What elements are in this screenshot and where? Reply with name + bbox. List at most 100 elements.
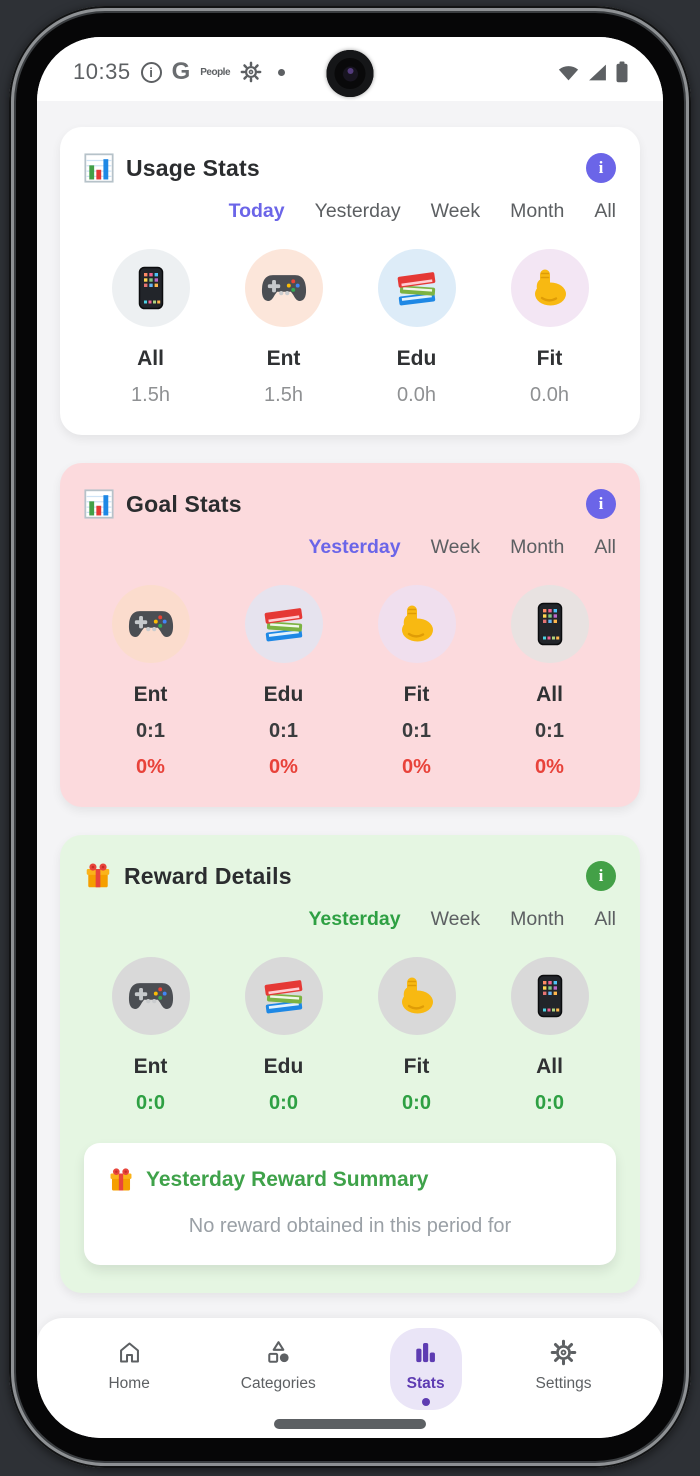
reward-summary-title: Yesterday Reward Summary [146, 1168, 429, 1191]
cellular-signal-icon [587, 63, 608, 82]
usage-stat-all[interactable]: All 1.5h [84, 249, 217, 407]
nav-item-categories[interactable]: Categories [224, 1328, 333, 1410]
stat-percent: 0% [402, 756, 431, 778]
stat-percent: 0% [269, 756, 298, 778]
reward-info-icon[interactable]: i [586, 861, 616, 891]
stat-ratio: 0:1 [402, 720, 431, 742]
home-indicator[interactable] [274, 1419, 426, 1429]
stat-ratio: 0:1 [269, 720, 298, 742]
nav-item-home[interactable]: Home [91, 1328, 166, 1410]
reward-stat-fit[interactable]: Fit 0:0 [350, 957, 483, 1115]
stat-value: 1.5h [264, 384, 303, 406]
stat-label: Ent [266, 347, 301, 370]
flexed-biceps-icon [396, 603, 438, 645]
reward-stat-all[interactable]: All 0:0 [483, 957, 616, 1115]
reward-stat-edu[interactable]: Edu 0:0 [217, 957, 350, 1115]
wifi-icon [557, 63, 580, 82]
goal-stat-ent[interactable]: Ent 0:1 0% [84, 585, 217, 779]
goal-stat-all[interactable]: All 0:1 0% [483, 585, 616, 779]
tab-yesterday[interactable]: Yesterday [308, 535, 401, 558]
stat-bubble [244, 585, 323, 663]
nav-label: Home [108, 1375, 150, 1392]
battery-icon [615, 61, 629, 83]
info-notification-icon: i [140, 61, 162, 83]
reward-summary-box: Yesterday Reward Summary No reward obtai… [84, 1143, 616, 1265]
tab-all[interactable]: All [594, 199, 616, 222]
stat-label: Fit [403, 683, 430, 706]
status-bar-left: 10:35 i G People [73, 58, 286, 86]
tab-all[interactable]: All [594, 907, 616, 930]
stat-bubble [377, 249, 456, 327]
reward-card-title: Reward Details [124, 862, 292, 889]
tab-week[interactable]: Week [430, 535, 481, 558]
reward-period-tabs: Yesterday Week Month All [84, 907, 616, 931]
tab-month[interactable]: Month [510, 907, 565, 930]
gift-icon [108, 1167, 134, 1193]
nav-item-inner: Home [91, 1328, 166, 1410]
stat-bubble [111, 249, 190, 327]
screen-content: Usage Stats i Today Yesterday Week Month… [37, 101, 663, 1293]
gift-icon [84, 862, 112, 890]
nav-item-settings[interactable]: Settings [519, 1328, 609, 1410]
bottom-navigation: Home Categories Stats [37, 1318, 663, 1438]
tab-yesterday[interactable]: Yesterday [314, 199, 401, 222]
stat-label: Ent [133, 1055, 168, 1078]
stat-label: All [536, 683, 563, 706]
usage-period-tabs: Today Yesterday Week Month All [84, 199, 616, 223]
stat-percent: 0% [535, 756, 564, 778]
reward-summary-message: No reward obtained in this period for [188, 1215, 512, 1237]
stat-bubble [244, 957, 323, 1035]
stat-label: All [536, 1055, 563, 1078]
phone-icon [138, 266, 164, 310]
stat-value: 0.0h [397, 384, 436, 406]
game-controller-icon [260, 272, 308, 304]
usage-stat-edu[interactable]: Edu 0.0h [350, 249, 483, 407]
status-bar-right [557, 61, 629, 83]
reward-details-card: Reward Details i Yesterday Week Month Al… [60, 835, 640, 1293]
stat-bubble [510, 249, 589, 327]
tab-week[interactable]: Week [430, 907, 481, 930]
tab-today[interactable]: Today [228, 199, 285, 222]
books-icon [394, 267, 440, 309]
tab-all[interactable]: All [594, 535, 616, 558]
usage-stats-card: Usage Stats i Today Yesterday Week Month… [60, 127, 640, 435]
stat-ratio: 0:1 [136, 720, 165, 742]
stat-label: Fit [403, 1055, 430, 1078]
books-icon [261, 975, 307, 1017]
stat-bubble [377, 585, 456, 663]
stat-label: Edu [396, 347, 437, 370]
nav-label: Settings [535, 1375, 592, 1392]
goal-stat-edu[interactable]: Edu 0:1 0% [217, 585, 350, 779]
tab-month[interactable]: Month [510, 535, 565, 558]
reward-stat-row: Ent 0:0 Edu 0:0 Fit [84, 957, 616, 1115]
reward-stat-ent[interactable]: Ent 0:0 [84, 957, 217, 1115]
tab-week[interactable]: Week [430, 199, 481, 222]
goal-card-header: Goal Stats i [84, 487, 616, 521]
settings-gear-icon [550, 1339, 577, 1366]
categories-icon [265, 1339, 292, 1366]
stat-label: All [137, 347, 164, 370]
usage-stat-ent[interactable]: Ent 1.5h [217, 249, 350, 407]
stat-bubble [510, 585, 589, 663]
clock: 10:35 [73, 59, 131, 84]
goal-info-icon[interactable]: i [586, 489, 616, 519]
nav-item-stats[interactable]: Stats [389, 1328, 462, 1410]
tab-yesterday[interactable]: Yesterday [308, 907, 401, 930]
usage-stat-row: All 1.5h Ent 1.5h Edu [84, 249, 616, 407]
usage-info-icon[interactable]: i [586, 153, 616, 183]
bar-chart-icon [84, 153, 114, 183]
nav-active-dot [274, 1398, 282, 1406]
usage-stat-fit[interactable]: Fit 0.0h [483, 249, 616, 407]
goal-stat-fit[interactable]: Fit 0:1 0% [350, 585, 483, 779]
flexed-biceps-icon [529, 267, 571, 309]
phone-icon [537, 602, 563, 646]
nav-active-dot [421, 1398, 430, 1406]
tab-month[interactable]: Month [510, 199, 565, 222]
goal-card-title: Goal Stats [126, 490, 242, 517]
stat-bubble [510, 957, 589, 1035]
home-icon [116, 1339, 143, 1366]
stat-bubble [377, 957, 456, 1035]
camera-punch-hole [326, 50, 374, 97]
people-notification-icon: People [200, 66, 231, 78]
reward-summary-header: Yesterday Reward Summary [108, 1167, 592, 1193]
